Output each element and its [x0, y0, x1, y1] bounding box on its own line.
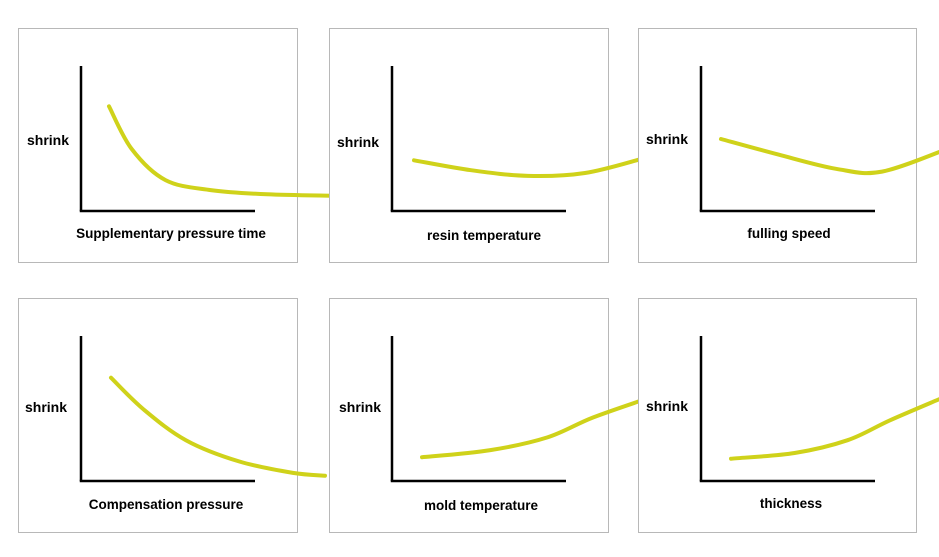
y-axis-label: shrink — [337, 134, 380, 150]
chart-plot — [699, 336, 939, 483]
chart-panel-mold-temperature: shrink mold temperature — [329, 298, 652, 533]
trend-curve — [729, 397, 939, 461]
x-axis-label: Supplementary pressure time — [76, 226, 266, 241]
y-axis-label: shrink — [339, 399, 382, 415]
chart-panel-resin-temperature: shrink resin temperature — [329, 28, 644, 263]
x-axis-label: thickness — [759, 496, 823, 511]
chart-panel-supplementary-pressure-time: shrink Supplementary pressure time — [18, 28, 337, 263]
y-axis-label: shrink — [646, 131, 689, 147]
x-axis-label: mold temperature — [423, 498, 539, 513]
y-axis-label: shrink — [25, 399, 68, 415]
y-axis-label: shrink — [646, 398, 689, 414]
chart-plot — [79, 66, 337, 213]
trend-curve — [719, 137, 939, 176]
x-axis-label: fulling speed — [747, 226, 831, 241]
x-axis-label: resin temperature — [426, 228, 542, 243]
trend-curve — [412, 156, 644, 179]
trend-curve — [107, 104, 337, 198]
chart-panel-fulling-speed: shrink fulling speed — [638, 28, 939, 263]
y-axis-label: shrink — [27, 132, 70, 148]
chart-plot — [79, 336, 327, 483]
chart-panel-thickness: shrink thickness — [638, 298, 939, 533]
trend-curve — [109, 375, 327, 478]
chart-plot — [699, 66, 939, 213]
chart-plot — [390, 336, 652, 483]
trend-curve — [420, 395, 652, 460]
x-axis-label: Compensation pressure — [88, 497, 244, 512]
chart-panel-compensation-pressure: shrink Compensation pressure — [18, 298, 327, 533]
chart-plot — [390, 66, 644, 213]
